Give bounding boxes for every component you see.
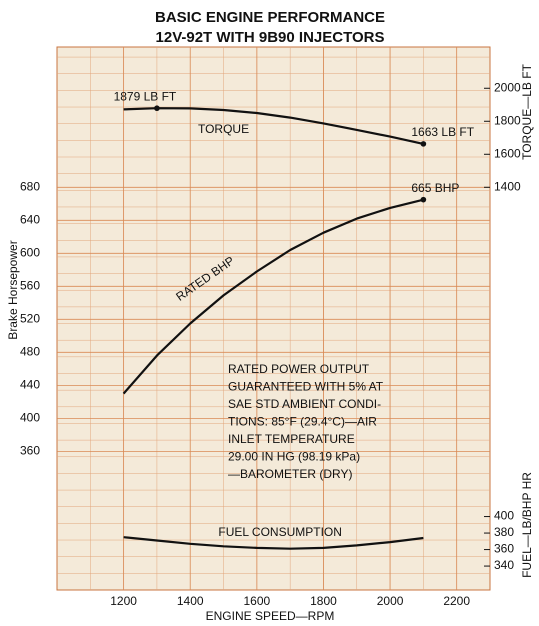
curve [122,198,424,395]
note-line: 29.00 IN HG (98.19 kPa) [228,450,360,464]
y-tick-label: 680 [20,179,40,193]
note-line: INLET TEMPERATURE [228,432,355,446]
y-tick-label: 640 [20,212,40,226]
y3-tick-label: 340 [494,558,514,572]
data-label: 1663 LB FT [411,125,474,139]
y2-tick-label: 1800 [494,113,521,127]
chart-subtitle: 12V-92T WITH 9B90 INJECTORS [156,29,385,46]
y-tick-label: 440 [20,378,40,392]
x-tick-label: 1400 [177,594,204,608]
chart-title: BASIC ENGINE PERFORMANCE [155,9,385,26]
y-tick-label: 520 [20,311,40,325]
x-axis-label: ENGINE SPEED—RPM [206,609,335,623]
y-axis-label: Brake Horsepower [6,240,20,339]
curve [123,107,424,145]
y3-tick-label: 380 [494,525,514,539]
note-line: RATED POWER OUTPUT [228,362,370,376]
series-label: TORQUE [198,122,249,136]
x-tick-label: 2200 [443,594,470,608]
y2-axis-label: TORQUE—LB FT [520,63,534,159]
y-tick-label: 600 [20,245,40,259]
note-line: GUARANTEED WITH 5% AT [228,380,384,394]
x-tick-label: 1800 [310,594,337,608]
y-tick-label: 360 [20,444,40,458]
x-tick-label: 2000 [377,594,404,608]
y2-tick-label: 1600 [494,146,521,160]
data-point [154,105,160,112]
y2-tick-label: 1400 [494,179,521,193]
x-tick-label: 1200 [110,594,137,608]
y-tick-label: 560 [20,278,40,292]
note-line: —BAROMETER (DRY) [228,467,352,481]
y3-tick-label: 400 [494,509,514,523]
plot-area [56,46,491,591]
y2-tick-label: 2000 [494,80,521,94]
series-label: FUEL CONSUMPTION [218,525,342,539]
y-tick-label: 480 [20,345,40,359]
x-tick-label: 1600 [243,594,270,608]
data-point [420,141,427,147]
y3-axis-label: FUEL—LB/BHP HR [520,472,534,578]
data-label: 1879 LB FT [114,89,177,103]
note-line: SAE STD AMBIENT CONDI- [228,397,381,411]
data-point [420,196,427,203]
curve [123,536,424,550]
y3-tick-label: 360 [494,542,514,556]
data-label: 665 BHP [411,181,459,195]
y-tick-label: 400 [20,411,40,425]
note-line: TIONS: 85°F (29.4°C)—AIR [228,415,377,429]
